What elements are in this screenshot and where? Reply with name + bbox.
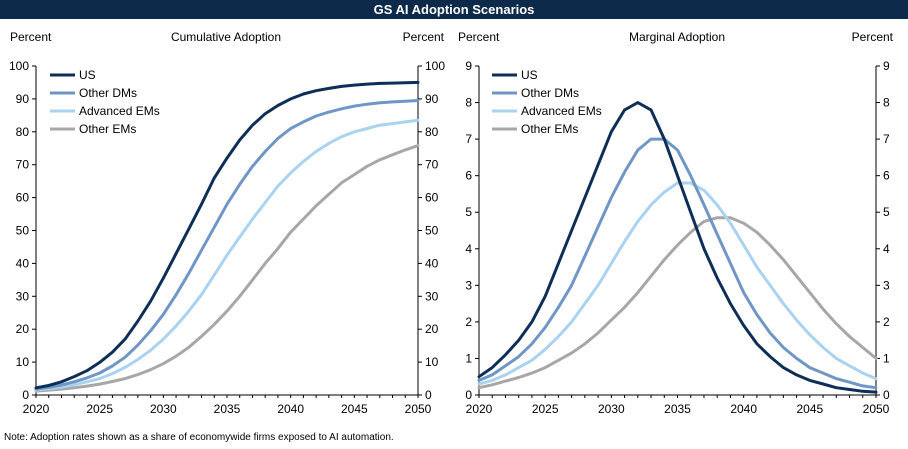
series-line [34,99,420,391]
series-line [477,216,878,390]
y-tick-label-right: 1 [883,351,890,365]
y-tick-label-left: 30 [16,289,30,303]
x-tick-label: 2045 [341,402,368,416]
x-tick-label: 2020 [23,402,50,416]
cumulative-adoption-panel: Percent Cumulative Adoption Percent 0 0 10 10 2… [9,30,445,416]
y-tick-label-right: 30 [425,289,439,303]
legend-label: Advanced EMs [521,104,602,118]
y-tick-label-left: 50 [16,224,30,238]
y-tick-label-left: 10 [16,355,30,369]
series-line [477,181,878,386]
y-tick-label-right: 5 [883,205,890,219]
y-tick-label-left: 20 [16,322,30,336]
y-tick-label-left: 8 [465,96,472,110]
y-tick-label-right: 0 [425,388,432,402]
y-tick-label-left: 4 [465,242,472,256]
y-axis-unit-label-left: Percent [10,30,52,44]
x-tick-label: 2035 [664,402,691,416]
series-line [477,137,878,390]
y-tick-label-left: 90 [16,92,30,106]
y-tick-label-left: 9 [465,59,472,73]
y-tick-label-left: 5 [465,205,472,219]
y-tick-label-left: 100 [9,59,29,73]
y-tick-label-right: 100 [425,59,445,73]
panel-title: Marginal Adoption [629,30,725,44]
y-tick-label-right: 4 [883,242,890,256]
y-tick-label-right: 8 [883,96,890,110]
series-line [34,144,420,393]
legend-label: Other EMs [521,122,578,136]
legend-label: Advanced EMs [79,104,160,118]
x-tick-label: 2025 [532,402,559,416]
y-tick-label-right: 60 [425,191,439,205]
x-tick-label: 2050 [863,402,890,416]
y-tick-label-left: 60 [16,191,30,205]
y-tick-label-left: 6 [465,169,472,183]
y-tick-label-right: 2 [883,315,890,329]
chart-banner-title: GS AI Adoption Scenarios [0,0,908,19]
x-tick-label: 2045 [796,402,823,416]
y-tick-label-right: 20 [425,322,439,336]
x-tick-label: 2025 [86,402,113,416]
y-tick-label-left: 1 [465,351,472,365]
y-tick-label-left: 0 [22,388,29,402]
y-tick-label-left: 3 [465,278,472,292]
x-tick-label: 2040 [730,402,757,416]
x-tick-label: 2030 [598,402,625,416]
legend-label: Other DMs [521,86,579,100]
y-tick-label-right: 80 [425,125,439,139]
y-tick-label-left: 80 [16,125,30,139]
y-tick-label-right: 90 [425,92,439,106]
y-tick-label-left: 7 [465,132,472,146]
footnote: Note: Adoption rates shown as a share of… [4,432,394,443]
marginal-adoption-panel: Percent Marginal Adoption Percent 0 0 1 1 2 2 3 3 4… [458,30,894,416]
y-axis-unit-label-right: Percent [403,30,445,44]
y-tick-label-right: 9 [883,59,890,73]
y-axis-unit-label-right: Percent [852,30,894,44]
legend-label: Other EMs [79,122,136,136]
legend-label: US [521,68,538,82]
y-tick-label-left: 40 [16,256,30,270]
y-tick-label-left: 70 [16,158,30,172]
y-tick-label-left: 0 [465,388,472,402]
y-tick-label-right: 0 [883,388,890,402]
legend-label: US [79,68,96,82]
x-tick-label: 2020 [466,402,493,416]
y-tick-label-left: 2 [465,315,472,329]
x-tick-label: 2040 [277,402,304,416]
y-tick-label-right: 6 [883,169,890,183]
y-tick-label-right: 10 [425,355,439,369]
y-tick-label-right: 7 [883,132,890,146]
x-tick-label: 2030 [150,402,177,416]
y-axis-unit-label-left: Percent [458,30,500,44]
legend-label: Other DMs [79,86,137,100]
y-tick-label-right: 3 [883,278,890,292]
x-tick-label: 2035 [214,402,241,416]
panel-title: Cumulative Adoption [171,30,281,44]
y-tick-label-right: 70 [425,158,439,172]
series-line [477,101,878,394]
series-line [34,118,420,392]
series-line [34,80,420,390]
x-tick-label: 2050 [405,402,432,416]
y-tick-label-right: 50 [425,224,439,238]
y-tick-label-right: 40 [425,256,439,270]
